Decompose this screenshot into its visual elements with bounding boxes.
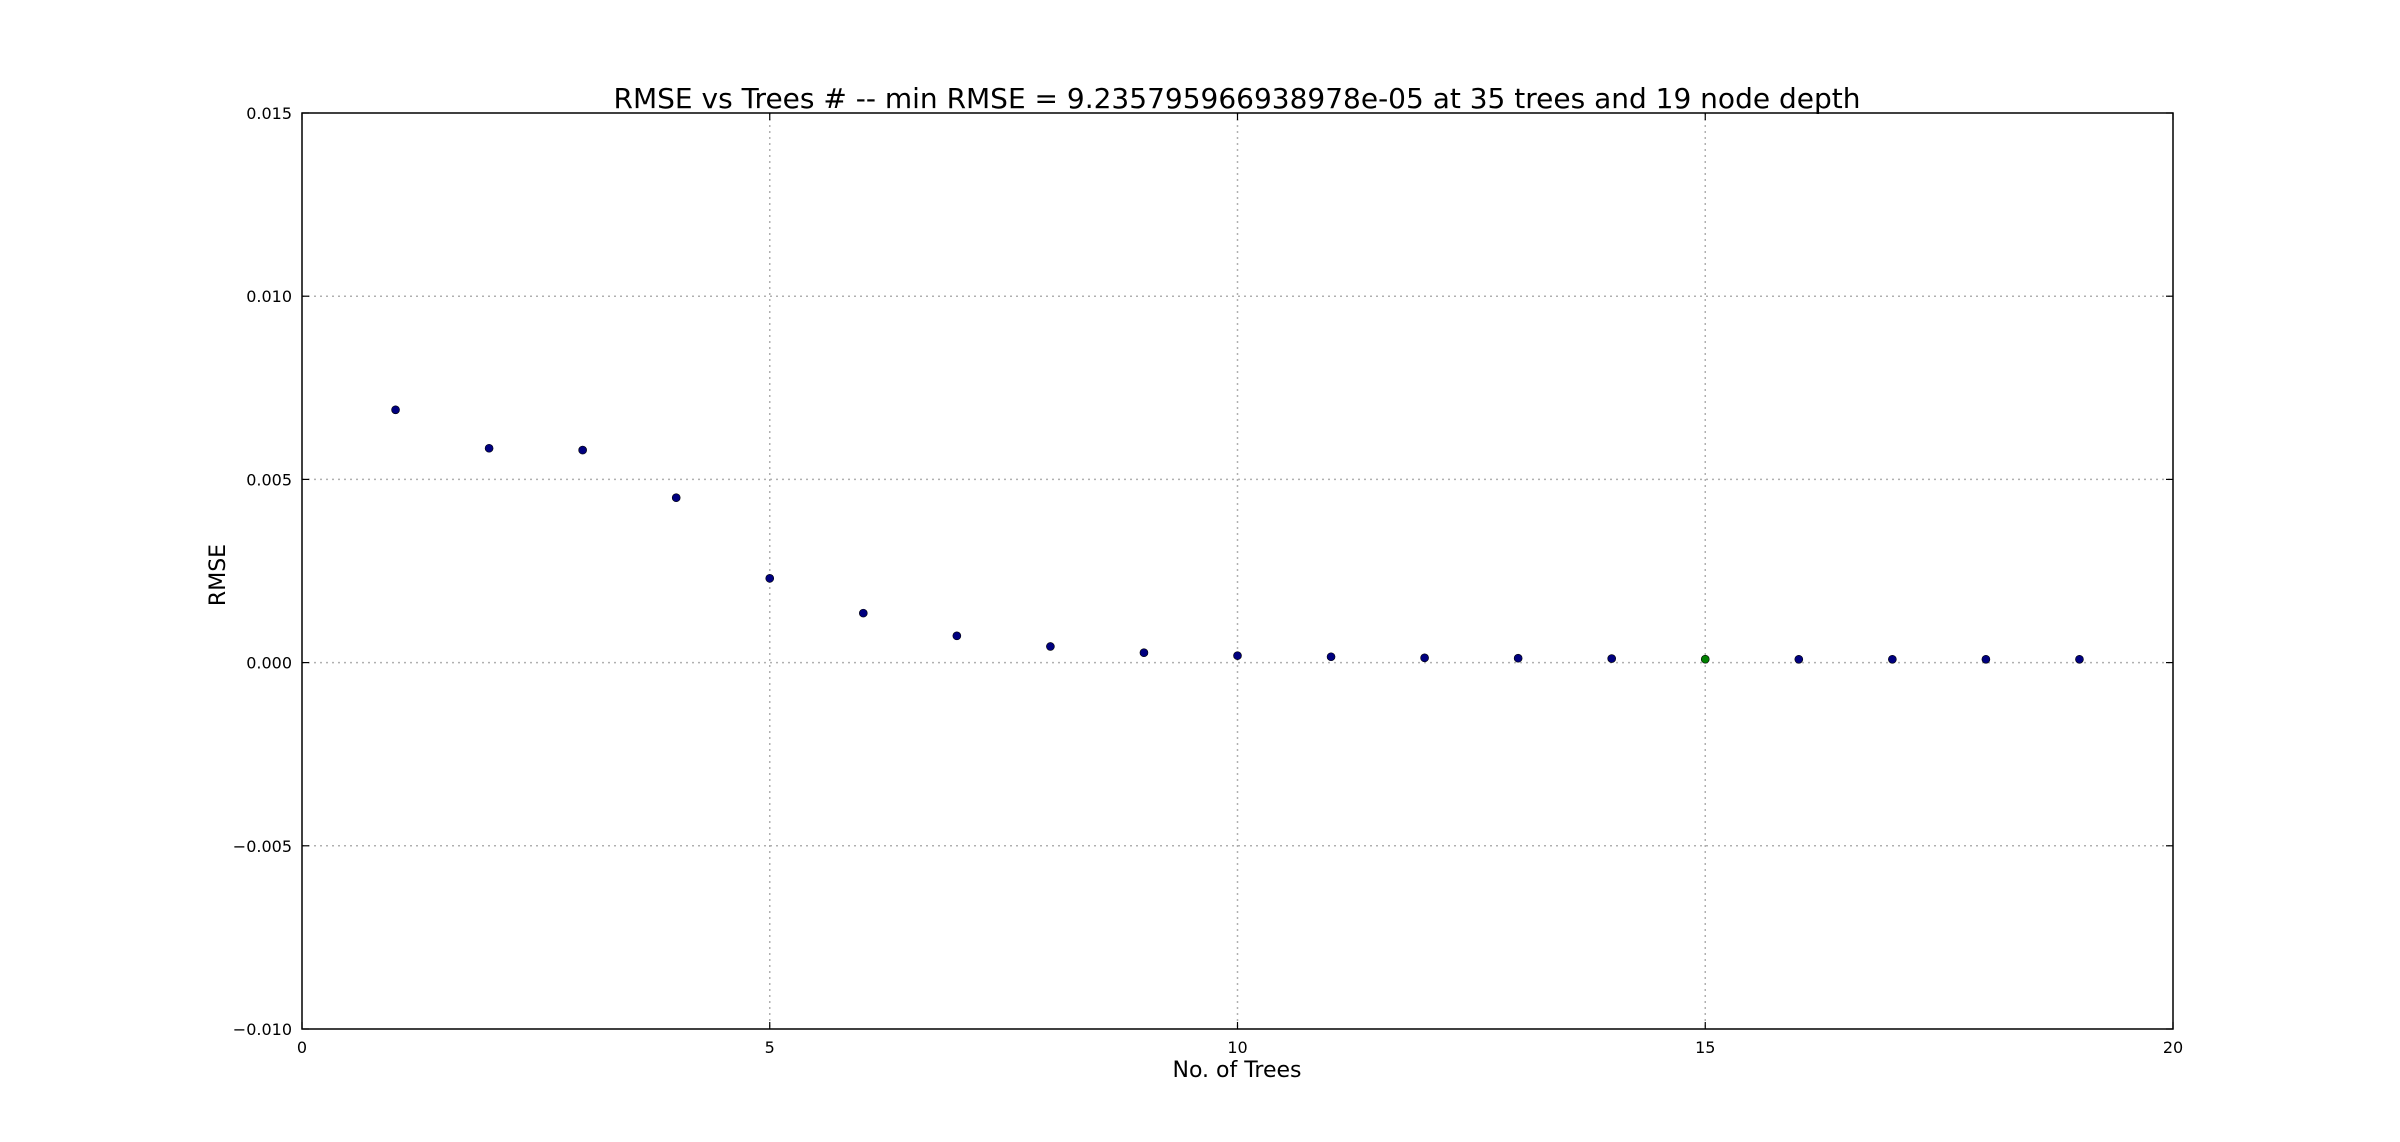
data-point (1794, 655, 1804, 664)
data-point (1139, 648, 1149, 658)
x-tick-label: 15 (1695, 1038, 1715, 1057)
y-tick-label: 0.015 (246, 104, 292, 123)
y-tick-label: −0.005 (233, 837, 292, 856)
data-point (1233, 651, 1242, 660)
data-point (1888, 655, 1897, 664)
data-point (484, 443, 494, 453)
y-tick-label: 0.010 (246, 287, 292, 306)
x-tick-label: 0 (297, 1038, 307, 1057)
data-point (391, 405, 400, 415)
data-point (578, 445, 587, 455)
data-point (1420, 653, 1429, 663)
data-point (1046, 642, 1055, 651)
x-tick-label: 5 (765, 1038, 775, 1057)
tick-labels: 0 5 10 15 20 −0.010 −0.005 0.000 0.005 0.010 0.015 (233, 104, 2183, 1057)
data-point (671, 493, 681, 503)
data-point (1607, 654, 1616, 663)
data-point (952, 631, 962, 641)
y-tick-label: −0.010 (233, 1020, 292, 1039)
data-point (1981, 655, 1991, 664)
min-rmse-point (1700, 654, 1710, 664)
data-point (858, 608, 868, 618)
data-point (1513, 653, 1523, 663)
y-tick-label: 0.005 (246, 470, 292, 489)
data-points (391, 405, 2084, 664)
y-axis-label: RMSE (206, 544, 231, 606)
data-point (1326, 652, 1336, 662)
data-point (765, 574, 775, 583)
x-tick-label: 10 (1227, 1038, 1247, 1057)
x-tick-label: 20 (2163, 1038, 2183, 1057)
y-tick-label: 0.000 (246, 654, 292, 673)
data-point (2075, 655, 2084, 664)
x-axis-label: No. of Trees (1172, 1058, 1301, 1083)
grid-lines (302, 113, 2173, 1029)
plot-frame (301, 112, 2174, 1030)
chart-title: RMSE vs Trees # -- min RMSE = 9.23579596… (614, 82, 1861, 115)
